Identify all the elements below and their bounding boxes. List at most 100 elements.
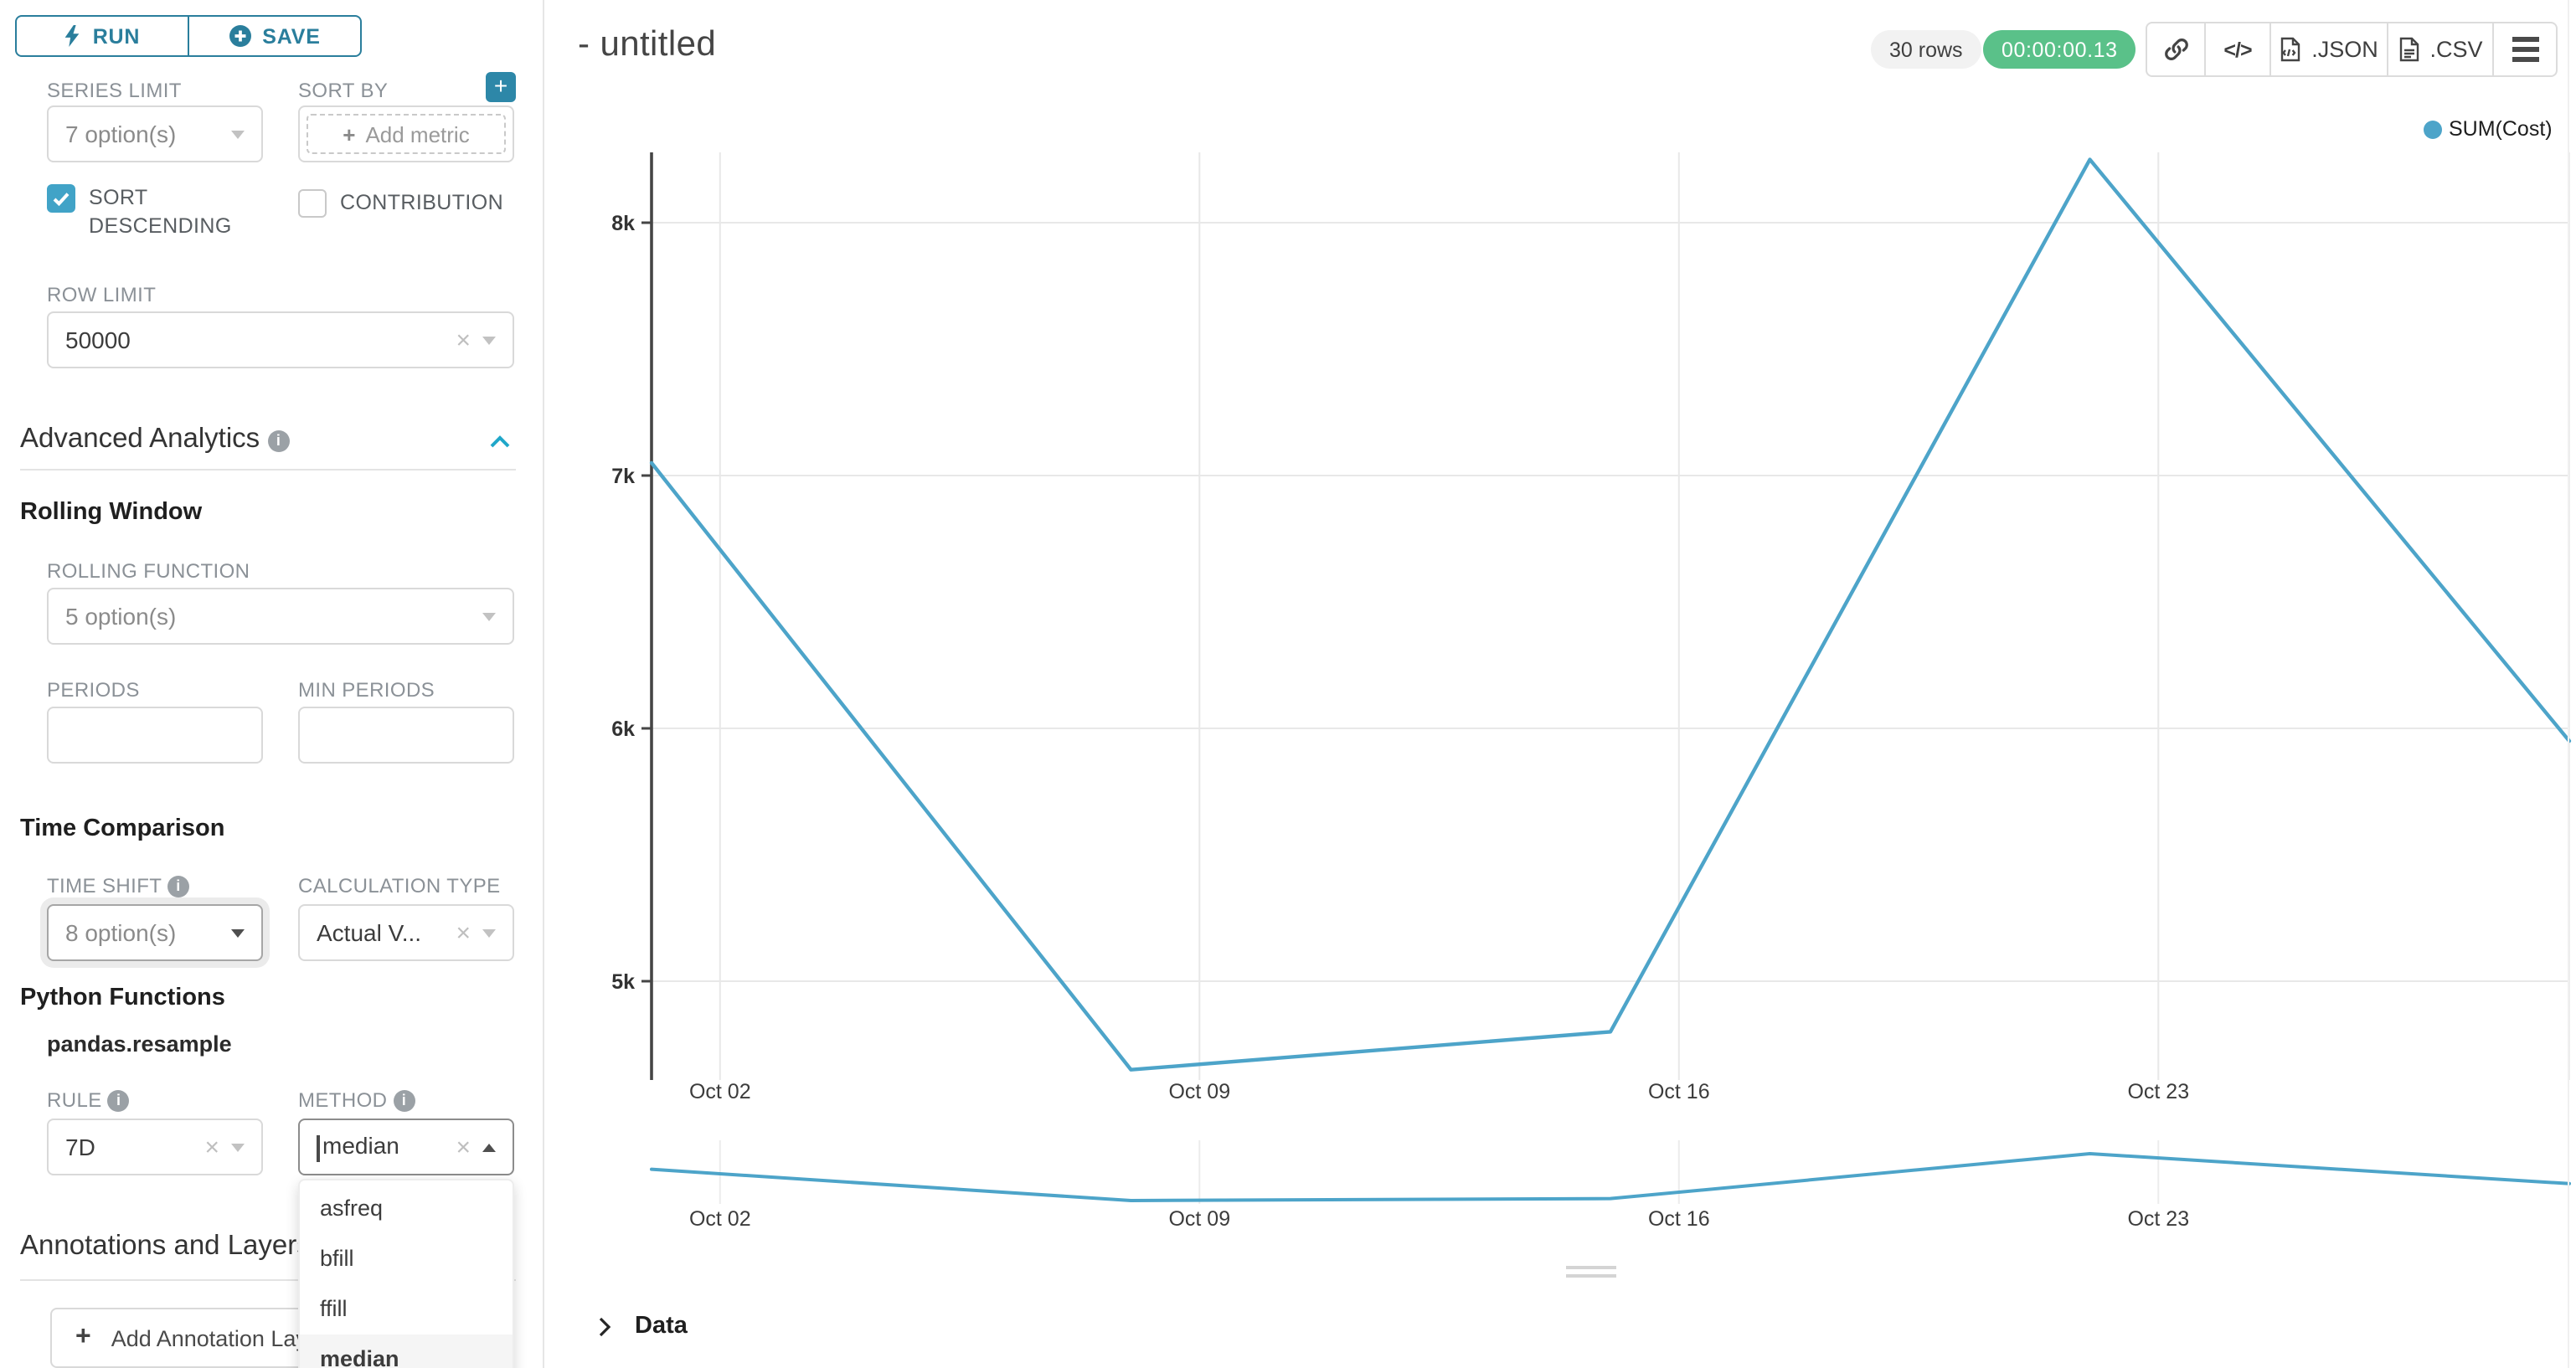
file-csv-icon — [2399, 37, 2419, 62]
dropdown-option[interactable]: bfill — [320, 1246, 354, 1271]
periods-label: PERIODS — [47, 678, 140, 702]
plus-circle-icon — [229, 25, 251, 47]
row-limit-label: ROW LIMIT — [47, 283, 157, 306]
clear-icon[interactable]: × — [456, 326, 471, 354]
min-periods-label: MIN PERIODS — [298, 678, 435, 702]
row-limit-value: 50000 — [65, 327, 131, 353]
link-icon — [2164, 39, 2187, 60]
sort-descending-label: SORT DESCENDING — [89, 186, 232, 238]
info-icon[interactable]: i — [167, 876, 189, 897]
svg-text:7k: 7k — [611, 465, 635, 488]
time-comparison-title: Time Comparison — [20, 815, 225, 842]
chart-title: - untitled — [578, 25, 717, 64]
python-functions-title: Python Functions — [20, 985, 225, 1011]
rolling-function-label: ROLLING FUNCTION — [47, 559, 250, 583]
sort-descending-control: SORT DESCENDING — [47, 184, 285, 241]
series-limit-value: 7 option(s) — [65, 121, 177, 147]
caret-down-icon — [482, 336, 496, 344]
svg-text:8k: 8k — [611, 212, 635, 235]
row-count-badge: 30 rows — [1871, 30, 1981, 69]
rule-label: RULE i — [47, 1088, 130, 1112]
panel-resize-handle[interactable] — [1566, 1266, 1616, 1283]
svg-text:Oct 23: Oct 23 — [2127, 1207, 2189, 1231]
run-button[interactable]: RUN — [17, 17, 188, 55]
dropdown-option[interactable]: asfreq — [320, 1196, 384, 1221]
rule-value: 7D — [65, 1134, 95, 1160]
svg-text:6k: 6k — [611, 717, 635, 741]
rule-select[interactable]: 7D × — [47, 1119, 263, 1175]
sort-by-field[interactable]: + Add metric — [298, 105, 514, 162]
min-periods-input[interactable] — [298, 707, 514, 764]
caret-down-icon — [231, 928, 245, 937]
info-icon[interactable]: i — [393, 1090, 415, 1112]
calculation-type-select[interactable]: Actual V... × — [298, 904, 514, 961]
divider — [20, 1279, 516, 1281]
contribution-checkbox[interactable] — [298, 189, 327, 218]
clear-icon[interactable]: × — [456, 1133, 471, 1161]
control-panel-sidebar: RUN SAVE SERIES LIMIT SORT BY + 7 option… — [0, 0, 544, 1368]
embed-code-button[interactable]: </> — [2206, 23, 2271, 75]
plus-icon: + — [493, 72, 508, 99]
method-dropdown-menu: asfreq bfill ffill median — [298, 1179, 514, 1368]
save-button[interactable]: SAVE — [188, 17, 360, 55]
chart-actions-toolbar: </> .JSON .CSV — [2146, 22, 2558, 77]
add-sort-by-button[interactable]: + — [486, 72, 516, 102]
caret-up-icon — [482, 1143, 496, 1151]
legend-label: SUM(Cost) — [2449, 117, 2553, 141]
menu-icon — [2512, 37, 2538, 62]
chart-menu-button[interactable] — [2494, 23, 2556, 75]
legend-item[interactable]: SUM(Cost) — [2424, 117, 2553, 141]
run-save-button-group: RUN SAVE — [15, 15, 362, 57]
add-annotation-label: Add Annotation Layer — [111, 1325, 327, 1350]
svg-text:Oct 02: Oct 02 — [689, 1080, 751, 1103]
add-metric-dropzone[interactable]: + Add metric — [307, 114, 506, 154]
copy-link-button[interactable] — [2147, 23, 2206, 75]
scroll-track[interactable] — [2568, 0, 2569, 1368]
check-icon — [53, 192, 70, 206]
chart-panel: - untitled 30 rows 00:00:00.13 </> .JSON… — [544, 0, 2576, 1368]
dropdown-option[interactable]: ffill — [320, 1296, 348, 1321]
series-limit-select[interactable]: 7 option(s) — [47, 105, 263, 162]
clear-icon[interactable]: × — [204, 1133, 219, 1161]
rolling-function-value: 5 option(s) — [65, 603, 177, 630]
svg-text:5k: 5k — [611, 970, 635, 994]
timeseries-line-chart[interactable]: 8k 7k 6k 5k Oct 02 Oct 02 Oct 09 Oct 09 Oct 16 Oc… — [544, 0, 2576, 1368]
save-button-label: SAVE — [262, 24, 321, 48]
advanced-analytics-header[interactable]: Advanced Analytics i — [20, 424, 290, 455]
plus-icon: + — [75, 1323, 91, 1351]
legend-dot-icon — [2424, 120, 2442, 138]
data-panel-toggle[interactable]: Data — [598, 1313, 688, 1340]
row-limit-select[interactable]: 50000 × — [47, 311, 514, 368]
data-panel-title: Data — [635, 1313, 688, 1340]
file-json-icon — [2281, 37, 2300, 62]
chevron-up-icon[interactable] — [489, 435, 511, 449]
rolling-function-select[interactable]: 5 option(s) — [47, 588, 514, 645]
svg-text:Oct 09: Oct 09 — [1168, 1207, 1230, 1231]
info-icon[interactable]: i — [267, 430, 290, 452]
svg-text:Oct 16: Oct 16 — [1648, 1080, 1710, 1103]
sort-by-label: SORT BY — [298, 79, 389, 102]
export-csv-button[interactable]: .CSV — [2388, 23, 2494, 75]
clear-icon[interactable]: × — [456, 918, 471, 947]
time-shift-select[interactable]: 8 option(s) — [47, 904, 263, 961]
method-label: METHOD i — [298, 1088, 415, 1112]
dropdown-option[interactable]: median — [300, 1335, 513, 1368]
info-icon[interactable]: i — [107, 1090, 130, 1112]
annotations-title: Annotations and Layers — [20, 1231, 311, 1261]
chevron-right-icon — [599, 1316, 611, 1336]
divider — [20, 469, 516, 471]
caret-down-icon — [482, 928, 496, 937]
export-json-button[interactable]: .JSON — [2271, 23, 2388, 75]
python-function-name: pandas.resample — [47, 1031, 232, 1057]
sort-descending-checkbox[interactable] — [47, 184, 75, 213]
export-json-label: .JSON — [2311, 37, 2378, 62]
query-timer-badge: 00:00:00.13 — [1983, 30, 2136, 69]
method-value: median — [317, 1133, 444, 1162]
method-select[interactable]: median × — [298, 1119, 514, 1175]
svg-text:Oct 02: Oct 02 — [689, 1207, 751, 1231]
text-cursor — [317, 1134, 319, 1162]
calculation-type-label: CALCULATION TYPE — [298, 874, 501, 897]
periods-input[interactable] — [47, 707, 263, 764]
svg-text:Oct 23: Oct 23 — [2127, 1080, 2189, 1103]
